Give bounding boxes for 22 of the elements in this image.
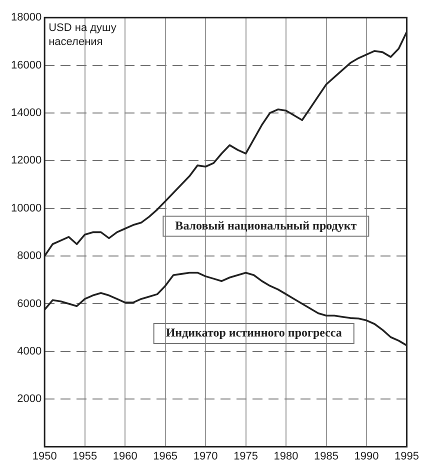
- y-axis-title: USD на душу населения: [48, 22, 117, 48]
- x-tick-label: 1950: [32, 450, 57, 462]
- y-tick-label: 16000: [10, 59, 42, 72]
- x-tick-label: 1960: [112, 450, 138, 462]
- series-label: Валовый национальный продукт: [175, 218, 357, 232]
- x-tick-label: 1975: [234, 450, 258, 462]
- x-tick-label: 1955: [72, 450, 98, 462]
- series-label: Индикатор истинного прогресса: [166, 326, 342, 340]
- x-tick-label: 1995: [394, 450, 420, 462]
- y-tick-label: 18000: [10, 12, 42, 24]
- y-tick-label: 10000: [10, 202, 42, 214]
- y-tick-label: 14000: [10, 107, 42, 120]
- x-tick-label: 1970: [193, 450, 218, 462]
- x-tick-label: 1985: [314, 450, 339, 462]
- x-tick-label: 1980: [274, 450, 298, 462]
- y-tick-label: 8000: [17, 250, 42, 262]
- y-tick-label: 12000: [10, 154, 42, 167]
- x-tick-label: 1990: [354, 450, 379, 462]
- y-tick-label: 4000: [17, 345, 42, 358]
- x-tick-label: 1965: [153, 450, 178, 462]
- y-tick-label: 2000: [17, 393, 42, 406]
- y-tick-label: 6000: [17, 298, 42, 310]
